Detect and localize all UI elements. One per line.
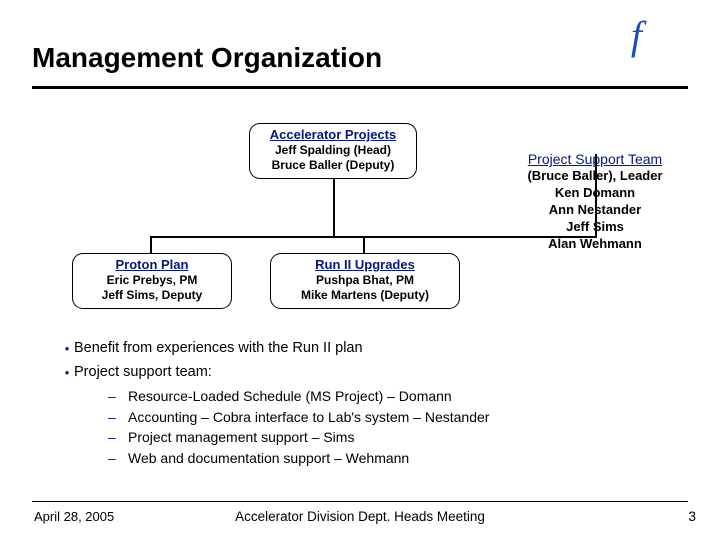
bullet-text: Benefit from experiences with the Run II… bbox=[74, 340, 670, 356]
support-member: Alan Wehmann bbox=[500, 236, 690, 253]
orgbox-line: Jeff Spalding (Head) bbox=[256, 143, 410, 158]
orgbox-run-ii-upgrades: Run II Upgrades Pushpa Bhat, PM Mike Mar… bbox=[270, 253, 460, 309]
orgbox-line: Eric Prebys, PM bbox=[79, 273, 225, 288]
orgbox-line: Bruce Baller (Deputy) bbox=[256, 158, 410, 173]
subbullet-text: Project management support – Sims bbox=[128, 429, 670, 447]
support-team-block: Project Support Team (Bruce Baller), Lea… bbox=[500, 150, 690, 253]
footer-rule bbox=[32, 501, 688, 502]
orgbox-heading: Accelerator Projects bbox=[256, 127, 410, 143]
fermilab-logo: f bbox=[631, 12, 642, 59]
page-title: Management Organization bbox=[32, 42, 382, 74]
subbullet-list: – Resource-Loaded Schedule (MS Project) … bbox=[108, 388, 670, 467]
connector-vert-left bbox=[150, 236, 152, 254]
orgbox-accelerator-projects: Accelerator Projects Jeff Spalding (Head… bbox=[249, 123, 417, 179]
dash-icon: – bbox=[108, 388, 128, 405]
subbullet-text: Web and documentation support – Wehmann bbox=[128, 450, 670, 468]
orgbox-heading: Run II Upgrades bbox=[277, 257, 453, 273]
subbullet-text: Accounting – Cobra interface to Lab's sy… bbox=[128, 409, 670, 427]
bullet-item: ● Project support team: bbox=[60, 364, 670, 382]
orgbox-line: Jeff Sims, Deputy bbox=[79, 288, 225, 303]
subbullet-item: – Project management support – Sims bbox=[108, 429, 670, 447]
subbullet-item: – Accounting – Cobra interface to Lab's … bbox=[108, 409, 670, 427]
footer-meeting: Accelerator Division Dept. Heads Meeting bbox=[0, 509, 720, 524]
dash-icon: – bbox=[108, 429, 128, 446]
subbullet-text: Resource-Loaded Schedule (MS Project) – … bbox=[128, 388, 670, 406]
slide: f Management Organization Accelerator Pr… bbox=[0, 0, 720, 540]
orgbox-heading: Proton Plan bbox=[79, 257, 225, 273]
bullets-block: ● Benefit from experiences with the Run … bbox=[60, 340, 670, 470]
orgbox-line: Pushpa Bhat, PM bbox=[277, 273, 453, 288]
page-number: 3 bbox=[688, 508, 696, 524]
support-title: Project Support Team bbox=[500, 150, 690, 168]
orgbox-proton-plan: Proton Plan Eric Prebys, PM Jeff Sims, D… bbox=[72, 253, 232, 309]
bullet-text: Project support team: bbox=[74, 364, 670, 380]
support-member: Ann Nestander bbox=[500, 202, 690, 219]
subbullet-item: – Resource-Loaded Schedule (MS Project) … bbox=[108, 388, 670, 406]
connector-vert-mid bbox=[363, 236, 365, 254]
support-member: Jeff Sims bbox=[500, 219, 690, 236]
bullet-item: ● Benefit from experiences with the Run … bbox=[60, 340, 670, 358]
title-underline bbox=[32, 86, 688, 89]
support-member: Ken Domann bbox=[500, 185, 690, 202]
bullet-icon: ● bbox=[60, 364, 74, 382]
support-member: (Bruce Baller), Leader bbox=[500, 168, 690, 185]
subbullet-item: – Web and documentation support – Wehman… bbox=[108, 450, 670, 468]
dash-icon: – bbox=[108, 409, 128, 426]
dash-icon: – bbox=[108, 450, 128, 467]
bullet-icon: ● bbox=[60, 340, 74, 358]
connector-vert-top bbox=[333, 179, 335, 236]
orgbox-line: Mike Martens (Deputy) bbox=[277, 288, 453, 303]
